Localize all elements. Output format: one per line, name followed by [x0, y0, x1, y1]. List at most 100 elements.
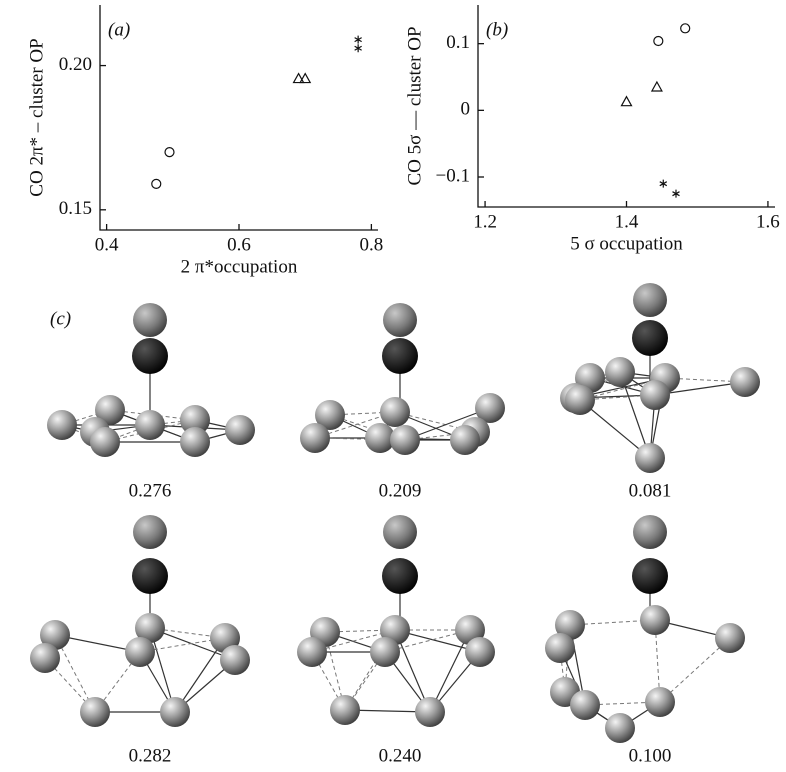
bond: [429, 629, 471, 713]
metal-atom: [380, 397, 410, 427]
metal-atom: [570, 690, 600, 720]
panel-label: (c): [50, 308, 71, 329]
y-tick-label: 0.1: [446, 32, 470, 53]
x-tick-label: 1.4: [615, 211, 639, 232]
metal-atom: [465, 637, 495, 667]
carbon-atom: [632, 558, 668, 594]
caption: 0.276: [129, 480, 172, 501]
x-tick-label: 0.6: [227, 234, 251, 255]
metal-atom: [225, 415, 255, 445]
carbon-atom: [132, 558, 168, 594]
oxygen-atom: [383, 515, 417, 549]
y-tick-label: 0: [461, 99, 471, 120]
axis: [477, 5, 775, 208]
carbon-atom: [632, 320, 668, 356]
bond: [584, 701, 661, 706]
bond: [104, 419, 196, 443]
carbon-atom: [132, 338, 168, 374]
point: [164, 147, 175, 158]
panel-label: (b): [486, 19, 508, 40]
x-tick-label: 0.8: [360, 234, 384, 255]
y-tick-label: −0.1: [436, 165, 470, 186]
metal-atom: [640, 380, 670, 410]
metal-atom: [180, 427, 210, 457]
metal-atom: [635, 443, 665, 473]
bond: [654, 381, 746, 396]
metal-atom: [180, 405, 210, 435]
metal-atom: [370, 637, 400, 667]
point: [620, 95, 633, 107]
caption: 0.282: [129, 745, 172, 766]
metal-atom: [47, 410, 77, 440]
panel-label: (a): [108, 19, 130, 40]
metal-atom: [390, 425, 420, 455]
metal-atom: [730, 367, 760, 397]
metal-atom: [95, 395, 125, 425]
caption: 0.081: [629, 480, 672, 501]
oxygen-atom: [633, 515, 667, 549]
bond: [579, 394, 656, 401]
metal-atom: [300, 423, 330, 453]
bond: [589, 371, 621, 379]
metal-atom: [605, 357, 635, 387]
point: [680, 23, 691, 34]
metal-atom: [90, 427, 120, 457]
point: [151, 178, 162, 189]
caption: 0.240: [379, 745, 422, 766]
carbon-atom: [382, 558, 418, 594]
oxygen-atom: [133, 303, 167, 337]
metal-atom: [415, 697, 445, 727]
x-tick-label: 1.6: [756, 211, 780, 232]
metal-atom: [80, 697, 110, 727]
metal-atom: [330, 695, 360, 725]
point: [354, 35, 362, 44]
metal-atom: [40, 620, 70, 650]
metal-atom: [450, 425, 480, 455]
point: [354, 44, 362, 53]
structures: [30, 283, 760, 743]
axis: [99, 5, 378, 231]
metal-atom: [365, 423, 395, 453]
metal-atom: [30, 643, 60, 673]
bond: [619, 371, 651, 459]
metal-atom: [545, 633, 575, 663]
metal-atom: [297, 637, 327, 667]
point: [659, 179, 668, 188]
caption: 0.100: [629, 745, 672, 766]
x-axis-label: 5 σ occupation: [570, 233, 683, 254]
point: [653, 35, 664, 47]
y-tick-label: 0.20: [59, 54, 92, 75]
caption: 0.209: [379, 480, 422, 501]
oxygen-atom: [633, 283, 667, 317]
x-tick-label: 1.2: [473, 211, 497, 232]
metal-atom: [565, 385, 595, 415]
metal-atom: [160, 697, 190, 727]
metal-atom: [605, 713, 635, 743]
x-tick-label: 0.4: [95, 234, 119, 255]
bond: [659, 637, 731, 703]
bond: [404, 407, 491, 441]
metal-atom: [555, 610, 585, 640]
point: [292, 72, 305, 84]
point: [299, 72, 312, 84]
y-tick-label: 0.15: [59, 198, 92, 219]
metal-atom: [125, 637, 155, 667]
point: [650, 80, 663, 92]
bond: [44, 657, 96, 713]
carbon-atom: [382, 338, 418, 374]
metal-atom: [220, 645, 250, 675]
bond: [314, 437, 406, 441]
metal-atom: [640, 605, 670, 635]
oxygen-atom: [133, 515, 167, 549]
metal-atom: [135, 613, 165, 643]
oxygen-atom: [383, 303, 417, 337]
metal-atom: [645, 687, 675, 717]
bond: [149, 627, 236, 661]
point: [672, 189, 680, 198]
metal-atom: [715, 623, 745, 653]
metal-atom: [135, 410, 165, 440]
bond: [579, 399, 651, 459]
metal-atom: [475, 393, 505, 423]
bond: [94, 651, 141, 713]
